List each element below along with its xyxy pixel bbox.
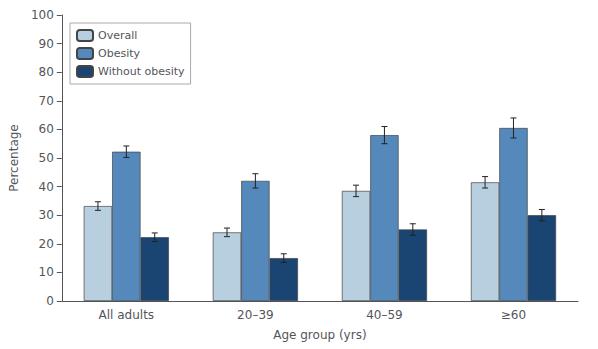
svg-text:Age group (yrs): Age group (yrs) <box>273 328 366 342</box>
svg-text:All adults: All adults <box>99 308 155 322</box>
svg-text:50: 50 <box>39 151 54 165</box>
svg-text:0: 0 <box>46 294 54 308</box>
svg-text:40: 40 <box>39 180 54 194</box>
svg-text:10: 10 <box>39 265 54 279</box>
svg-text:90: 90 <box>39 37 54 51</box>
svg-text:70: 70 <box>39 94 54 108</box>
svg-text:Overall: Overall <box>98 29 137 42</box>
svg-text:Percentage: Percentage <box>7 124 21 192</box>
svg-text:30: 30 <box>39 208 54 222</box>
svg-text:20–39: 20–39 <box>237 308 274 322</box>
svg-text:Obesity: Obesity <box>98 47 141 60</box>
svg-text:≥60: ≥60 <box>501 308 526 322</box>
svg-text:Without obesity: Without obesity <box>98 65 185 78</box>
svg-text:100: 100 <box>31 8 54 22</box>
svg-text:40–59: 40–59 <box>366 308 403 322</box>
svg-text:80: 80 <box>39 65 54 79</box>
svg-text:60: 60 <box>39 122 54 136</box>
svg-text:20: 20 <box>39 237 54 251</box>
